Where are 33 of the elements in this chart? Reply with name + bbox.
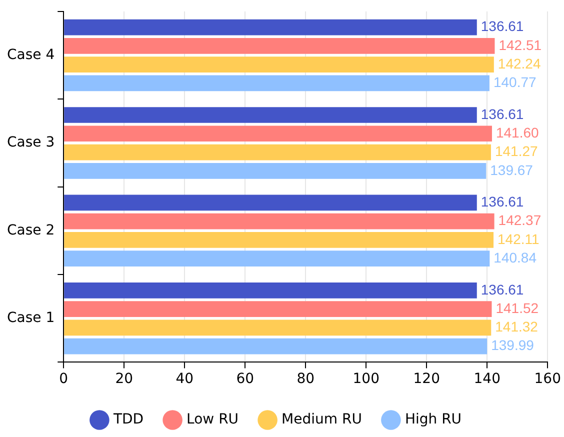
x-tick-label: 160 — [534, 371, 562, 388]
legend-label: Low RU — [186, 412, 239, 428]
x-tick-label: 120 — [413, 371, 440, 388]
x-tick-label: 80 — [296, 371, 315, 388]
data-label: 139.99 — [491, 337, 534, 354]
data-label: 141.27 — [494, 143, 538, 160]
data-label: 141.52 — [496, 300, 539, 316]
y-tick-label: Case 2 — [6, 222, 55, 238]
y-tick-label: Case 4 — [6, 46, 55, 63]
data-label: 136.61 — [480, 18, 524, 34]
data-label: 136.61 — [480, 106, 524, 122]
legend-label: TDD — [112, 412, 144, 428]
data-label: 142.24 — [498, 55, 541, 72]
data-label: 136.61 — [480, 281, 524, 298]
data-label: 142.11 — [498, 230, 540, 247]
legend-label: Medium RU — [282, 412, 362, 428]
data-label: 139.67 — [490, 162, 534, 178]
data-label: 141.60 — [496, 124, 540, 140]
data-label: 142.37 — [498, 212, 542, 228]
y-tick-label: Case 1 — [6, 310, 55, 326]
x-tick-label: 20 — [115, 371, 134, 388]
x-tick-label: 140 — [474, 371, 501, 388]
x-tick-label: 0 — [59, 371, 68, 388]
data-label: 142.51 — [498, 36, 542, 53]
x-tick-label: 100 — [352, 371, 380, 388]
data-label: 136.61 — [480, 194, 524, 210]
data-label: 141.32 — [495, 318, 538, 335]
x-tick-label: 40 — [176, 371, 194, 388]
data-label: 140.84 — [494, 249, 537, 266]
legend-label: High RU — [404, 412, 462, 428]
data-label: 140.77 — [493, 74, 536, 90]
y-tick-label: Case 3 — [6, 134, 55, 151]
x-tick-label: 60 — [236, 371, 254, 388]
